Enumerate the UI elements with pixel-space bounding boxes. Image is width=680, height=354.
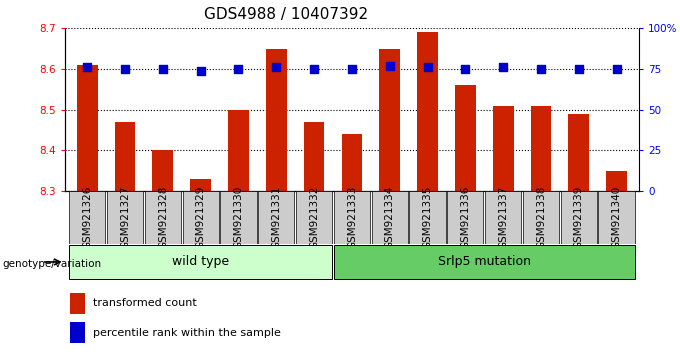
Point xyxy=(120,66,131,72)
Text: GSM921337: GSM921337 xyxy=(498,186,508,250)
Point xyxy=(535,66,546,72)
Point xyxy=(460,66,471,72)
Bar xyxy=(455,85,476,191)
Bar xyxy=(115,122,135,191)
FancyBboxPatch shape xyxy=(182,191,219,244)
Bar xyxy=(530,105,551,191)
Point xyxy=(195,68,206,74)
Point xyxy=(498,64,509,70)
FancyBboxPatch shape xyxy=(371,191,408,244)
Text: GSM921329: GSM921329 xyxy=(196,186,205,250)
Bar xyxy=(606,171,627,191)
FancyBboxPatch shape xyxy=(334,191,370,244)
FancyBboxPatch shape xyxy=(145,191,181,244)
Text: GSM921334: GSM921334 xyxy=(385,186,394,250)
FancyBboxPatch shape xyxy=(69,191,105,244)
Bar xyxy=(341,134,362,191)
Point xyxy=(309,66,320,72)
Point xyxy=(233,66,244,72)
Text: GSM921332: GSM921332 xyxy=(309,186,319,250)
Text: percentile rank within the sample: percentile rank within the sample xyxy=(93,327,282,338)
FancyBboxPatch shape xyxy=(220,191,256,244)
FancyBboxPatch shape xyxy=(296,191,333,244)
FancyBboxPatch shape xyxy=(560,191,597,244)
Bar xyxy=(379,48,400,191)
Text: transformed count: transformed count xyxy=(93,298,197,308)
FancyBboxPatch shape xyxy=(258,191,294,244)
Text: GDS4988 / 10407392: GDS4988 / 10407392 xyxy=(203,7,368,22)
Point xyxy=(346,66,358,72)
FancyBboxPatch shape xyxy=(485,191,522,244)
Point xyxy=(82,64,92,70)
Text: GSM921326: GSM921326 xyxy=(82,186,92,250)
Text: GSM921333: GSM921333 xyxy=(347,186,357,250)
Text: GSM921339: GSM921339 xyxy=(574,186,583,250)
Text: wild type: wild type xyxy=(172,256,229,268)
Text: GSM921336: GSM921336 xyxy=(460,186,471,250)
FancyBboxPatch shape xyxy=(523,191,559,244)
FancyBboxPatch shape xyxy=(69,245,333,279)
Text: GSM921335: GSM921335 xyxy=(422,186,432,250)
Text: GSM921338: GSM921338 xyxy=(536,186,546,250)
Bar xyxy=(228,110,249,191)
FancyBboxPatch shape xyxy=(107,191,143,244)
Text: GSM921330: GSM921330 xyxy=(233,186,243,249)
Bar xyxy=(77,65,98,191)
Bar xyxy=(417,32,438,191)
Text: GSM921340: GSM921340 xyxy=(611,186,622,249)
Point xyxy=(422,64,433,70)
Point xyxy=(158,66,169,72)
Bar xyxy=(70,322,85,343)
Point xyxy=(611,66,622,72)
Text: GSM921327: GSM921327 xyxy=(120,186,130,250)
Bar xyxy=(266,48,287,191)
Text: GSM921331: GSM921331 xyxy=(271,186,282,250)
Bar xyxy=(493,105,513,191)
FancyBboxPatch shape xyxy=(334,245,634,279)
Point xyxy=(271,64,282,70)
Text: Srlp5 mutation: Srlp5 mutation xyxy=(438,256,530,268)
FancyBboxPatch shape xyxy=(409,191,445,244)
FancyBboxPatch shape xyxy=(598,191,634,244)
Bar xyxy=(568,114,589,191)
Point xyxy=(384,63,395,69)
Bar xyxy=(152,150,173,191)
Bar xyxy=(190,179,211,191)
FancyBboxPatch shape xyxy=(447,191,483,244)
Text: GSM921328: GSM921328 xyxy=(158,186,168,250)
Text: genotype/variation: genotype/variation xyxy=(2,259,101,269)
Point xyxy=(573,66,584,72)
Bar xyxy=(70,293,85,314)
Bar xyxy=(304,122,324,191)
